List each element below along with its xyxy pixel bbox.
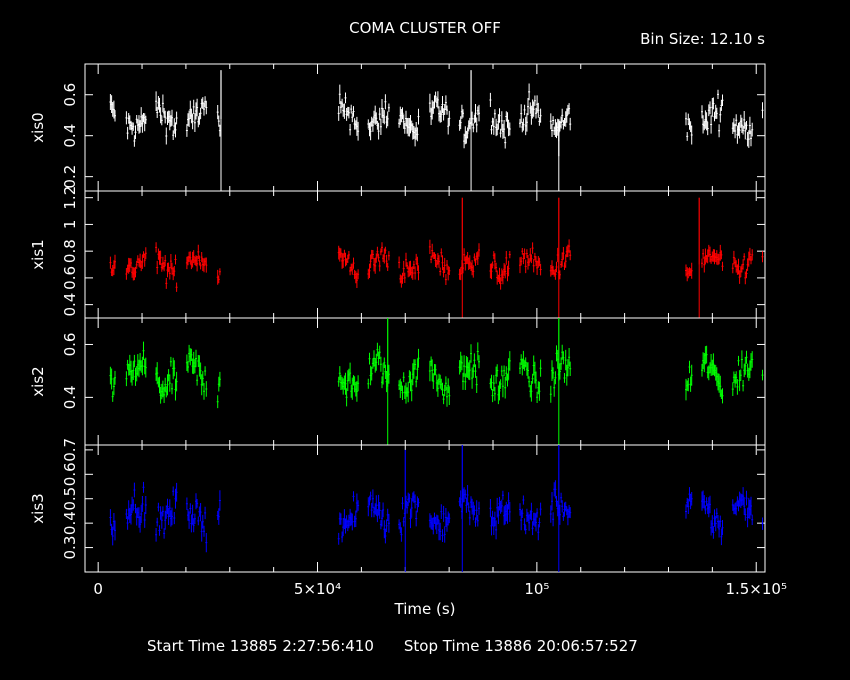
x-tick-label: 1.5×10⁵ xyxy=(725,580,787,598)
y-tick-label: 0.7 xyxy=(61,438,79,462)
y-axis-label-xis0: xis0 xyxy=(29,112,47,142)
y-tick-label: 0.8 xyxy=(61,239,79,263)
stop-time: Stop Time 13886 20:06:57:527 xyxy=(403,637,638,655)
y-tick-label: 0.5 xyxy=(61,487,79,511)
y-tick-label: 0.6 xyxy=(61,333,79,357)
y-tick-label: 1 xyxy=(61,220,79,230)
series-xis0 xyxy=(109,83,764,149)
y-tick-label: 0.4 xyxy=(61,124,79,148)
y-axis-label-xis3: xis3 xyxy=(29,493,47,523)
x-axis-label: Time (s) xyxy=(394,600,456,618)
y-tick-label: 0.2 xyxy=(61,165,79,189)
x-tick-label: 5×10⁴ xyxy=(294,580,341,598)
panel-frame-xis2 xyxy=(84,317,766,446)
x-tick-label: 10⁵ xyxy=(524,580,549,598)
time-range-footer: Start Time 13885 2:27:56:410 Stop Time 13… xyxy=(147,637,638,655)
panel-frame-xis1 xyxy=(84,190,766,319)
start-time: Start Time 13885 2:27:56:410 xyxy=(147,637,374,655)
y-axis-label-xis1: xis1 xyxy=(29,239,47,269)
series-xis3 xyxy=(109,480,764,553)
y-tick-label: 0.4 xyxy=(61,511,79,535)
y-tick-label: 0.4 xyxy=(61,385,79,409)
chart-title: COMA CLUSTER OFF xyxy=(349,19,501,37)
bin-size-label: Bin Size: 12.10 s xyxy=(640,30,765,48)
y-tick-label: 0.6 xyxy=(61,462,79,486)
x-tick-label: 0 xyxy=(93,580,103,598)
y-axis-label-xis2: xis2 xyxy=(29,366,47,396)
y-tick-label: 1.2 xyxy=(61,186,79,210)
series-xis2 xyxy=(109,341,764,409)
y-tick-label: 0.6 xyxy=(61,266,79,290)
y-tick-label: 0.4 xyxy=(61,293,79,317)
series-xis1 xyxy=(109,239,764,292)
panel-frame-xis3 xyxy=(84,444,766,573)
y-tick-label: 0.6 xyxy=(61,83,79,107)
y-tick-label: 0.3 xyxy=(61,536,79,560)
